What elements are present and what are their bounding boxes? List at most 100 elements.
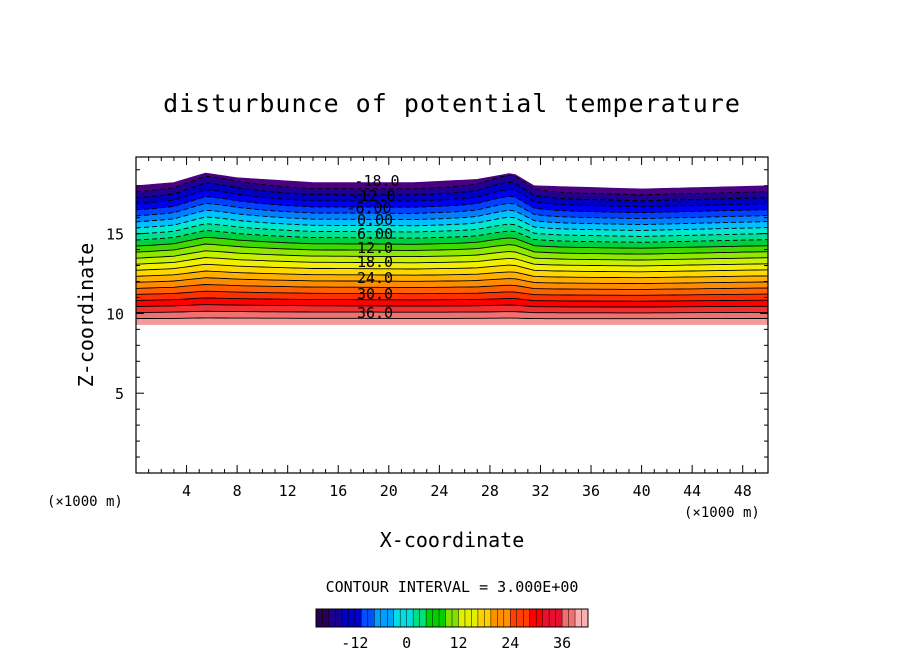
y-tick-label: 5: [115, 385, 124, 403]
colorbar-segment: [393, 609, 401, 627]
contour-line: [135, 174, 769, 196]
colorbar-segment: [400, 609, 407, 627]
contour-line: [135, 304, 768, 308]
contour-line: [136, 317, 768, 320]
contour-line: [135, 223, 769, 237]
contour-line: [135, 270, 769, 279]
colorbar-segment: [348, 609, 356, 627]
x-tick-label: 28: [481, 482, 499, 500]
colorbar-segment: [484, 609, 492, 627]
colorbar-segment: [367, 609, 375, 627]
contour-line: [135, 181, 769, 202]
colorbar-segment: [361, 609, 369, 627]
colorbar-tick-labels: -12 0 12 24 36: [341, 634, 571, 652]
x-tick-label: 40: [633, 482, 651, 500]
colorbar-segment: [335, 609, 343, 627]
x-tick-label: 4: [182, 482, 191, 500]
colorbar-segment: [562, 609, 569, 627]
colorbar-segment: [322, 609, 330, 627]
x-tick-labels: 4 8 12 16 20 24 28 32 36 40 44 48: [182, 482, 752, 500]
colorbar-segment: [316, 609, 323, 627]
contour-line: [135, 297, 768, 302]
colorbar-segment: [354, 609, 362, 627]
x-tick-label: 32: [531, 482, 549, 500]
colorbar-segment: [568, 609, 576, 627]
x-tick-label: 20: [380, 482, 398, 500]
colorbar-segment: [542, 609, 550, 627]
colorbar-segment: [439, 609, 446, 627]
colorbar-segment: [555, 609, 563, 627]
contour-line: [135, 263, 769, 273]
contour-label: 12.0: [357, 239, 393, 257]
colorbar-segment: [406, 609, 414, 627]
colorbar-segment: [471, 609, 479, 627]
contour-line: [135, 236, 769, 249]
x-unit-label-left: (×1000 m): [47, 494, 123, 510]
contour-labels: -18.0-12.0-6.000.006.0012.018.024.030.03…: [346, 172, 399, 322]
colorbar-tick-label: -12: [341, 634, 368, 652]
colorbar-segment: [328, 609, 336, 627]
contour-line: [135, 310, 768, 314]
y-tick-label: 15: [106, 226, 124, 244]
x-axis-label: X-coordinate: [380, 528, 525, 552]
colorbar-segment: [419, 609, 427, 627]
colorbar-tick-label: 12: [449, 634, 467, 652]
colorbar-tick-label: 24: [501, 634, 519, 652]
x-tick-label: 44: [683, 482, 701, 500]
contour-interval-label: CONTOUR INTERVAL = 3.000E+00: [326, 578, 579, 596]
contour-label: 36.0: [357, 304, 393, 322]
colorbar-segment: [387, 609, 395, 627]
chart-title: disturbunce of potential temperature: [163, 89, 741, 118]
colorbar-frame: [315, 608, 589, 628]
contour-label: -12.0: [350, 187, 395, 205]
colorbar: [315, 608, 589, 628]
contour-line: [135, 209, 769, 226]
colorbar-segment: [464, 609, 472, 627]
contour-line: [135, 188, 769, 208]
colorbar-segment: [374, 609, 382, 627]
contour-label: 24.0: [357, 269, 393, 287]
y-tick-label: 10: [106, 305, 124, 323]
colorbar-segment: [341, 609, 349, 627]
contour-line: [135, 195, 769, 214]
axis-ticks: [135, 157, 769, 473]
contour-line: [135, 202, 769, 220]
contour-fill: [135, 172, 769, 325]
colorbar-segment: [497, 609, 505, 627]
colorbar-segment: [490, 609, 498, 627]
colorbar-segment: [380, 609, 388, 627]
colorbar-tick-label: 0: [402, 634, 411, 652]
colorbar-segment: [426, 609, 433, 627]
colorbar-segment: [477, 609, 485, 627]
x-unit-label-right: (×1000 m): [684, 505, 760, 521]
colorbar-segment: [452, 609, 459, 627]
x-tick-label: 8: [233, 482, 242, 500]
colorbar-segment: [445, 609, 453, 627]
x-tick-label: 16: [329, 482, 347, 500]
colorbar-segment: [413, 609, 420, 627]
y-axis-label: Z-coordinate: [74, 243, 98, 388]
x-tick-label: 24: [430, 482, 448, 500]
contour-line: [135, 243, 769, 255]
contour-label: -6.00: [346, 199, 391, 217]
y-tick-labels: 5 10 15: [106, 226, 124, 404]
contour-line: [135, 290, 768, 296]
colorbar-segment: [575, 609, 582, 627]
colorbar-segment: [510, 609, 518, 627]
contour-label: -18.0: [354, 172, 399, 190]
colorbar-segment: [503, 609, 511, 627]
colorbar-segment: [581, 609, 589, 627]
contour-lines: [135, 174, 769, 320]
colorbar-segment: [432, 609, 440, 627]
x-tick-label: 36: [582, 482, 600, 500]
contour-line: [135, 277, 769, 285]
colorbar-segment: [458, 609, 466, 627]
colorbar-segment: [516, 609, 524, 627]
contour-label: 6.00: [357, 225, 393, 243]
colorbar-segment: [523, 609, 531, 627]
colorbar-segment: [549, 609, 556, 627]
contour-label: 18.0: [357, 253, 393, 271]
contour-line: [135, 216, 769, 231]
contour-label: 0.00: [357, 211, 393, 229]
